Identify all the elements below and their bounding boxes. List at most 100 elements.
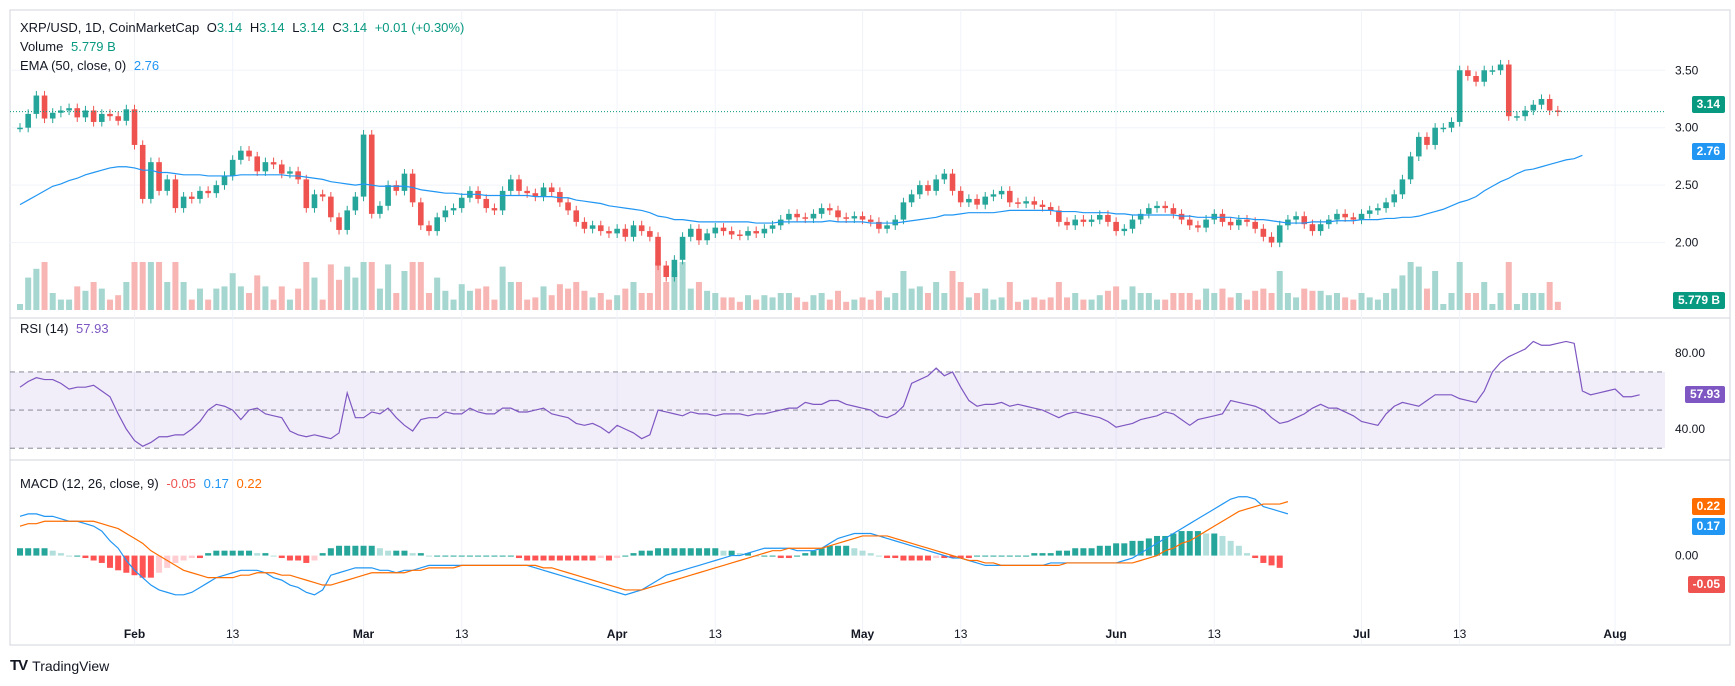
macd-histogram-bar: [1244, 553, 1250, 556]
candle-body: [1080, 219, 1087, 222]
candle-body: [835, 210, 841, 218]
candle-body: [1415, 136, 1422, 157]
macd-histogram-bar: [998, 555, 1005, 557]
macd-histogram-bar: [139, 555, 146, 578]
macd-histogram-bar: [655, 548, 662, 556]
volume-bar: [278, 286, 285, 310]
candle-body: [33, 95, 40, 114]
macd-histogram-bar: [597, 555, 604, 559]
candle-body: [164, 179, 171, 191]
candle-body: [107, 113, 113, 117]
volume-bar: [924, 293, 931, 310]
volume-bar: [892, 293, 899, 310]
macd-histogram-bar: [924, 555, 931, 561]
volume-bar: [810, 295, 817, 310]
candle-body: [696, 228, 702, 241]
volume-bar: [1350, 299, 1357, 310]
candle-body: [82, 110, 89, 118]
macd-histogram-bar: [982, 555, 989, 557]
volume-bar: [360, 262, 367, 310]
rsi-label[interactable]: RSI (14): [20, 321, 69, 336]
volume-bar: [687, 288, 694, 310]
volume-bar: [376, 288, 383, 310]
tradingview-brand[interactable]: TV TradingView: [10, 657, 109, 674]
macd-histogram-bar: [106, 555, 113, 568]
candle-body: [25, 113, 31, 128]
macd-histogram-bar: [957, 555, 964, 559]
macd-histogram-bar: [368, 545, 375, 556]
candle-body: [1244, 219, 1250, 222]
ema-line: [19, 154, 1583, 224]
volume-label[interactable]: Volume: [20, 39, 64, 54]
candle-body: [818, 208, 825, 214]
candle-body: [328, 196, 334, 218]
time-axis-label: Apr: [607, 627, 628, 641]
macd-histogram-bar: [1104, 545, 1111, 556]
volume-bar: [1293, 297, 1300, 310]
candle-body: [1473, 76, 1479, 82]
volume-bar: [1440, 304, 1447, 310]
macd-histogram-bar: [892, 555, 899, 559]
macd-histogram-bar: [900, 555, 907, 561]
macd-histogram-bar: [17, 548, 23, 556]
candle-body: [1096, 215, 1103, 220]
volume-bar: [106, 299, 113, 310]
macd-histogram-bar: [818, 548, 825, 556]
macd-label[interactable]: MACD (12, 26, close, 9): [20, 476, 159, 491]
macd-histogram-bar: [622, 555, 629, 557]
volume-bar: [1162, 299, 1169, 310]
volume-bar: [1448, 293, 1455, 310]
rsi-value: 57.93: [76, 321, 109, 336]
candle-body: [1432, 127, 1438, 145]
volume-bar: [818, 293, 825, 310]
candle-body: [1497, 64, 1504, 71]
volume-bar: [581, 290, 588, 310]
candle-body: [663, 265, 670, 278]
volume-bar: [25, 277, 32, 310]
candle-body: [1056, 210, 1062, 222]
macd-histogram-bar: [66, 555, 73, 557]
candle-body: [941, 173, 948, 180]
volume-bar: [1546, 282, 1553, 310]
close-value: 3.14: [341, 20, 368, 35]
volume-bar: [957, 282, 964, 310]
volume-bar: [442, 290, 449, 310]
macd-histogram-bar: [1113, 543, 1120, 556]
candle-body: [238, 150, 244, 160]
candle-body: [1366, 210, 1373, 214]
volume-bar: [1317, 290, 1324, 310]
volume-bar: [1333, 293, 1340, 310]
volume-bar: [745, 295, 752, 310]
volume-bar: [965, 297, 972, 310]
volume-bar: [1399, 275, 1406, 310]
open-label: O: [206, 20, 217, 35]
ema-legend: EMA (50, close, 0) 2.76: [20, 58, 163, 74]
volume-bar: [1170, 293, 1177, 310]
candle-body: [655, 236, 661, 266]
macd-histogram-bar: [1211, 533, 1218, 556]
candle-body: [1407, 156, 1414, 180]
candle-body: [540, 187, 547, 197]
candle-body: [205, 190, 211, 194]
candle-body: [1440, 127, 1447, 130]
symbol-title[interactable]: XRP/USD, 1D, CoinMarketCap: [20, 20, 200, 35]
volume-bar: [49, 293, 56, 310]
macd-histogram-bar: [336, 545, 343, 556]
volume-bar: [98, 288, 105, 310]
macd-histogram-bar: [581, 555, 588, 561]
ema-label[interactable]: EMA (50, close, 0): [20, 58, 127, 73]
macd-histogram-bar: [1219, 535, 1226, 556]
candle-body: [1006, 190, 1013, 203]
volume-bar: [998, 297, 1005, 310]
volume-legend: Volume 5.779 B: [20, 39, 120, 55]
volume-bar: [1497, 293, 1504, 310]
macd-histogram-bar: [794, 555, 801, 557]
macd-histogram-bar: [843, 545, 850, 556]
volume-bar: [532, 297, 539, 310]
candle-body: [1546, 98, 1553, 111]
candle-body: [401, 173, 408, 191]
macd-histogram-bar: [1088, 548, 1095, 556]
macd-histogram-bar: [286, 555, 293, 561]
candle-body: [712, 227, 719, 234]
macd-histogram-bar: [1023, 555, 1030, 557]
